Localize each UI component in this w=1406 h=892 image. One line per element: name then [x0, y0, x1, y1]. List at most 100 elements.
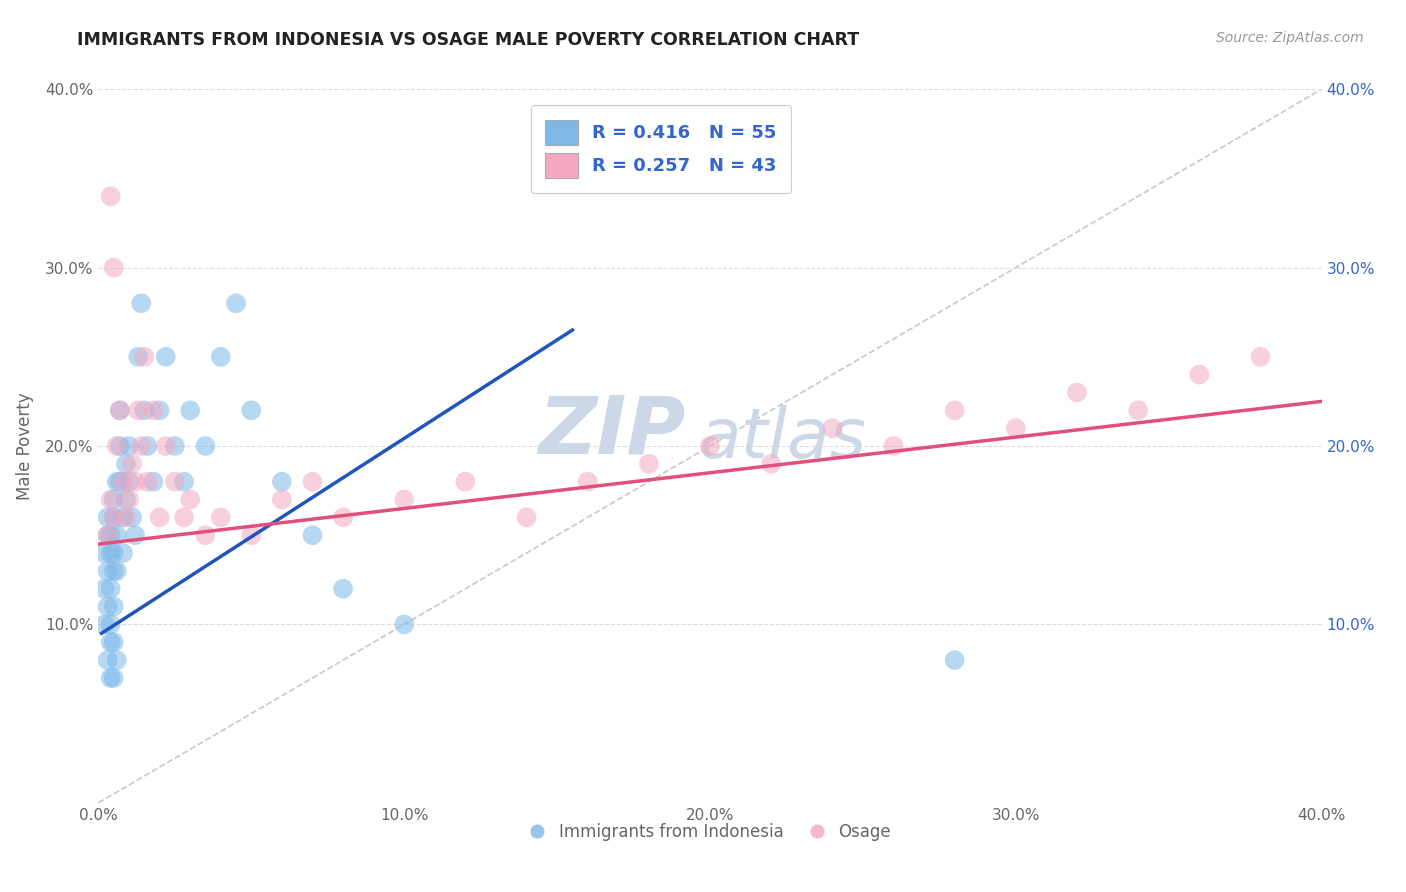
Point — [136, 439, 159, 453]
Point — [111, 475, 134, 489]
Point — [100, 635, 122, 649]
Point — [1128, 403, 1150, 417]
Point — [1249, 350, 1271, 364]
Point — [97, 528, 120, 542]
Point — [134, 350, 156, 364]
Point — [111, 546, 134, 560]
Point — [134, 403, 156, 417]
Point — [97, 599, 120, 614]
Point — [699, 439, 721, 453]
Point — [100, 582, 122, 596]
Point — [209, 350, 232, 364]
Point — [118, 439, 141, 453]
Point — [105, 528, 128, 542]
Point — [103, 564, 125, 578]
Point — [100, 546, 122, 560]
Point — [93, 617, 115, 632]
Point — [103, 546, 125, 560]
Point — [637, 457, 661, 471]
Point — [111, 510, 134, 524]
Legend: Immigrants from Indonesia, Osage: Immigrants from Indonesia, Osage — [522, 817, 898, 848]
Text: ZIP: ZIP — [538, 392, 686, 471]
Point — [100, 189, 122, 203]
Point — [103, 671, 125, 685]
Y-axis label: Male Poverty: Male Poverty — [15, 392, 34, 500]
Text: atlas: atlas — [697, 405, 866, 473]
Point — [103, 492, 125, 507]
Point — [115, 492, 138, 507]
Point — [142, 403, 165, 417]
Point — [163, 439, 186, 453]
Point — [103, 635, 125, 649]
Point — [943, 653, 966, 667]
Point — [108, 403, 131, 417]
Text: Source: ZipAtlas.com: Source: ZipAtlas.com — [1216, 31, 1364, 45]
Point — [129, 439, 152, 453]
Point — [118, 475, 141, 489]
Point — [129, 296, 152, 310]
Point — [821, 421, 844, 435]
Point — [100, 528, 122, 542]
Point — [118, 492, 141, 507]
Point — [105, 475, 128, 489]
Point — [392, 617, 416, 632]
Point — [301, 475, 323, 489]
Point — [97, 653, 120, 667]
Point — [149, 403, 172, 417]
Point — [115, 457, 138, 471]
Point — [105, 564, 128, 578]
Point — [943, 403, 966, 417]
Point — [105, 653, 128, 667]
Point — [240, 528, 263, 542]
Point — [454, 475, 477, 489]
Point — [149, 510, 172, 524]
Point — [127, 350, 149, 364]
Point — [173, 510, 195, 524]
Point — [100, 671, 122, 685]
Point — [240, 403, 263, 417]
Point — [100, 617, 122, 632]
Point — [136, 475, 159, 489]
Point — [155, 439, 177, 453]
Point — [270, 475, 292, 489]
Point — [93, 546, 115, 560]
Point — [103, 510, 125, 524]
Point — [179, 492, 201, 507]
Point — [97, 510, 120, 524]
Point — [392, 492, 416, 507]
Point — [759, 457, 782, 471]
Point — [124, 475, 146, 489]
Point — [270, 492, 292, 507]
Point — [93, 582, 115, 596]
Point — [516, 510, 538, 524]
Point — [883, 439, 905, 453]
Point — [194, 528, 217, 542]
Point — [108, 439, 131, 453]
Point — [121, 510, 143, 524]
Point — [105, 439, 128, 453]
Point — [1004, 421, 1026, 435]
Point — [576, 475, 599, 489]
Point — [108, 475, 131, 489]
Point — [163, 475, 186, 489]
Point — [1188, 368, 1211, 382]
Point — [127, 403, 149, 417]
Point — [103, 599, 125, 614]
Point — [332, 510, 354, 524]
Point — [155, 350, 177, 364]
Point — [179, 403, 201, 417]
Point — [225, 296, 247, 310]
Text: IMMIGRANTS FROM INDONESIA VS OSAGE MALE POVERTY CORRELATION CHART: IMMIGRANTS FROM INDONESIA VS OSAGE MALE … — [77, 31, 859, 49]
Point — [97, 528, 120, 542]
Point — [194, 439, 217, 453]
Point — [301, 528, 323, 542]
Point — [209, 510, 232, 524]
Point — [108, 403, 131, 417]
Point — [173, 475, 195, 489]
Point — [124, 528, 146, 542]
Point — [121, 457, 143, 471]
Point — [103, 260, 125, 275]
Point — [97, 564, 120, 578]
Point — [332, 582, 354, 596]
Point — [142, 475, 165, 489]
